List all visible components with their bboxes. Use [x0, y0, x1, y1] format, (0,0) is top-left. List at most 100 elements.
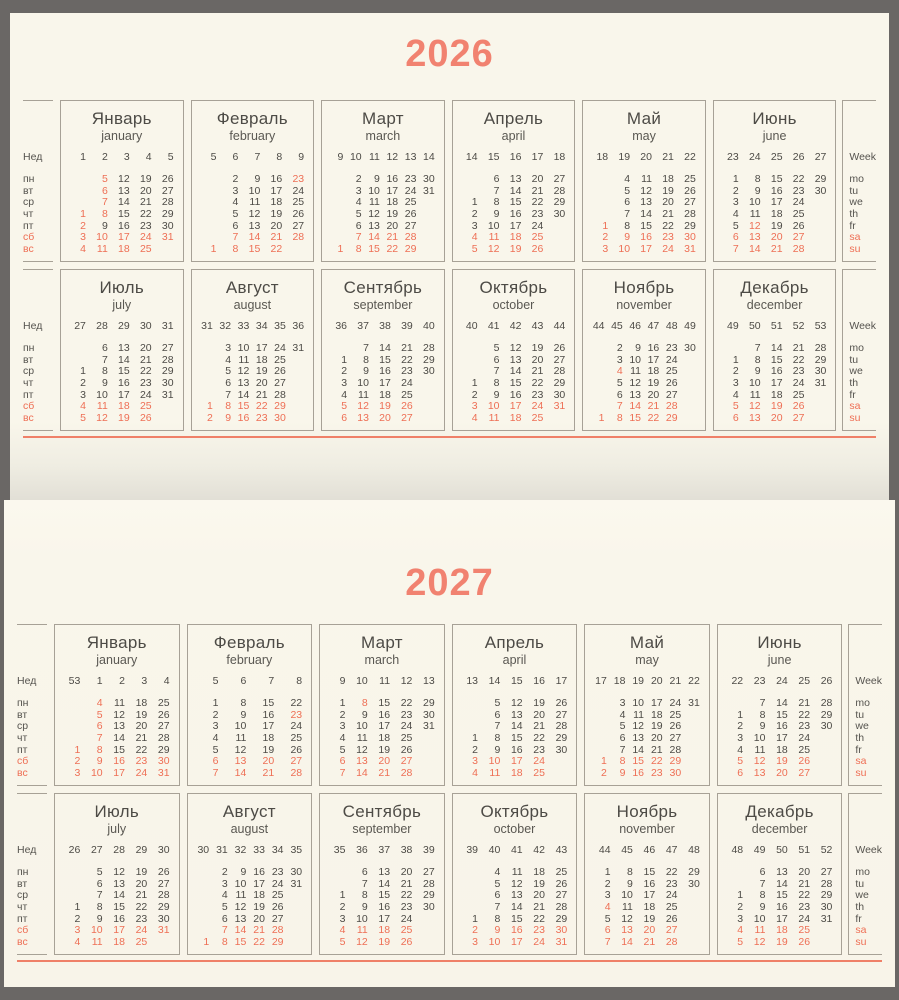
day-number: 13	[510, 889, 523, 902]
week-number: 29	[118, 320, 130, 332]
month-name-ru: Июль	[94, 802, 140, 821]
day-number: 15	[378, 697, 391, 709]
day-number: 1	[732, 353, 739, 366]
day-number: 18	[135, 697, 148, 709]
day-row: 7 14 21 28	[720, 342, 830, 355]
day-row: 3 10 17 24 31	[591, 697, 703, 710]
day-number: 8	[759, 708, 766, 721]
day-number: 12	[234, 901, 247, 914]
day-number	[681, 401, 699, 413]
day-row: 6 13 20 27	[720, 412, 830, 425]
day-row: 7 14 21 28	[459, 366, 569, 378]
day-number: 17	[770, 196, 783, 209]
weekday-label: ср	[17, 720, 29, 733]
day-number	[326, 879, 348, 891]
day-number	[194, 914, 213, 926]
day-number: 1	[598, 412, 605, 425]
day-number: 5	[619, 720, 626, 733]
day-row: 3 10 17 24 31	[326, 721, 438, 733]
day-number	[459, 355, 481, 367]
day-number: 27	[665, 924, 678, 937]
day-number: 14	[776, 877, 788, 890]
day-number: 14	[237, 388, 250, 401]
day-number: 14	[509, 365, 522, 378]
day-number	[681, 902, 703, 914]
day-number: 20	[531, 353, 544, 366]
weekday-label: чт	[23, 377, 34, 390]
week-number: 15	[487, 151, 500, 163]
day-row: 7 14 21 28	[198, 388, 308, 402]
day-row: 7 14 21 28	[459, 721, 571, 733]
day-number: 16	[776, 720, 788, 733]
weekday-label: сб	[17, 755, 29, 768]
day-number: 25	[157, 697, 170, 709]
week-number: 4	[145, 151, 152, 163]
day-number	[684, 768, 703, 780]
day-number: 6	[341, 412, 348, 425]
day-number: 12	[510, 877, 523, 890]
day-number: 1	[74, 901, 81, 914]
day-number: 3	[472, 755, 478, 768]
day-number: 27	[161, 342, 174, 354]
day-number: 12	[113, 866, 125, 878]
day-number	[289, 366, 307, 378]
day-number: 4	[471, 412, 478, 425]
week-number: 18	[553, 151, 566, 163]
day-number: 20	[770, 412, 783, 425]
day-number	[807, 244, 829, 256]
day-number: 28	[665, 400, 678, 413]
day-number: 6	[494, 708, 501, 721]
weekday-label: th	[849, 208, 859, 221]
day-number: 12	[629, 377, 642, 390]
day-number: 30	[555, 743, 568, 756]
day-number: 17	[510, 755, 523, 768]
day-number: 24	[662, 243, 674, 256]
day-row: 7 14 21 28	[724, 877, 836, 891]
month-name-ru: Ноябрь	[616, 802, 678, 821]
day-number: 7	[494, 720, 501, 733]
day-number: 19	[270, 208, 283, 221]
day-row: 4 11 18 25	[720, 208, 830, 221]
day-number: 20	[139, 184, 152, 197]
week-number: 40	[423, 320, 435, 332]
months-row: Нед пн вт ср чт пт сб вс Июль july 26 27 28 29 30 5 12 19…	[17, 793, 883, 955]
day-number	[589, 197, 611, 209]
day-number: 7	[339, 767, 346, 780]
day-number: 24	[292, 184, 305, 197]
day-number: 28	[814, 342, 827, 354]
week-number: 42	[509, 320, 522, 332]
week-number: 20	[640, 151, 652, 163]
month-name-en: june	[767, 653, 792, 667]
week-numbers-row: 44 45 46 47 48 49	[589, 320, 699, 333]
day-number: 17	[253, 877, 265, 890]
day-number: 9	[225, 412, 232, 425]
day-number: 18	[662, 173, 674, 185]
month-october: Октябрь october 40 41 42 43 44 5 12 19 26 6 13 20 27 7 1…	[451, 269, 576, 431]
day-number: 5	[339, 936, 346, 949]
weekday-label: чт	[23, 208, 34, 221]
day-row: 2 9 16 23 30	[459, 925, 571, 937]
day-number: 14	[113, 732, 125, 745]
month-name-en: september	[353, 298, 413, 312]
day-number: 4	[74, 936, 81, 949]
day-number: 3	[339, 912, 346, 925]
day-number: 29	[669, 755, 682, 768]
day-number: 17	[378, 912, 391, 925]
day-number: 1	[339, 697, 346, 709]
day-number: 17	[255, 342, 268, 354]
day-number: 26	[139, 412, 152, 425]
day-number	[289, 378, 307, 390]
day-row: 2 9 16 23 30	[61, 913, 173, 926]
day-number: 11	[238, 353, 250, 366]
day-row: 4 11 18 25	[591, 901, 703, 914]
day-number: 28	[665, 936, 678, 949]
day-number: 18	[770, 388, 783, 401]
day-number: 9	[240, 866, 247, 878]
day-number	[198, 209, 220, 221]
month-march: Март march 9 10 11 12 13 1 8 15 22 29 2 9 16 23 30 3 10 17 2…	[319, 624, 445, 786]
day-number	[589, 186, 611, 198]
day-number: 2	[80, 219, 86, 232]
day-number: 21	[533, 720, 545, 733]
day-row: 4 11 18 25	[724, 925, 836, 937]
day-number: 13	[640, 196, 652, 209]
